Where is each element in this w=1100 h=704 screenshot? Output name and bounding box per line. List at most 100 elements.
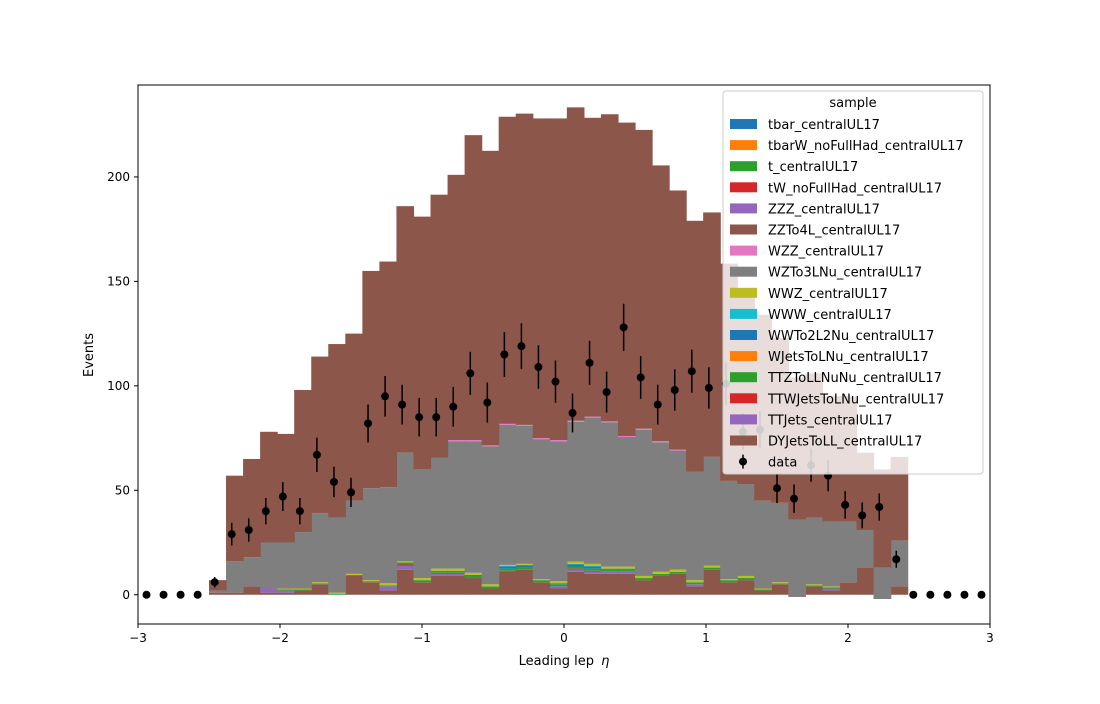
bar-ttjets-centralul17 bbox=[549, 586, 568, 589]
bar-zzto4l-centralul17 bbox=[532, 582, 551, 595]
bar-www-centralul17 bbox=[515, 564, 534, 566]
bar-wwz-centralul17 bbox=[600, 566, 619, 569]
bar-wwz-centralul17 bbox=[822, 586, 841, 588]
bar-dyjetstoll-centralul17 bbox=[413, 216, 432, 470]
bar-wzz-centralul17 bbox=[583, 416, 602, 418]
bar-wwz-centralul17 bbox=[447, 568, 466, 571]
legend-swatch bbox=[730, 414, 757, 425]
bar-wzto3lnu-centralul17 bbox=[379, 487, 398, 584]
bar-dyjetstoll-centralul17 bbox=[532, 118, 551, 439]
bar-ttztollnunu-centralul17 bbox=[549, 584, 568, 587]
bar-ttztollnunu-centralul17 bbox=[396, 562, 415, 565]
legend-entry-label: tW_noFullHad_centralUL17 bbox=[768, 181, 942, 196]
legend-entry-label: WWZ_centralUL17 bbox=[768, 287, 888, 302]
bar-ttztollnunu-centralul17 bbox=[737, 578, 755, 581]
y-tick-label: 150 bbox=[107, 274, 130, 288]
bar-wwz-centralul17 bbox=[686, 580, 704, 583]
legend-entry-label: tbar_centralUL17 bbox=[768, 118, 880, 133]
bar-dyjetstoll-centralul17 bbox=[890, 456, 909, 541]
data-point bbox=[773, 484, 781, 493]
data-point bbox=[210, 578, 219, 587]
bar-wwz-centralul17 bbox=[345, 573, 363, 575]
legend-swatch bbox=[730, 266, 757, 277]
bar-ttztollnunu-centralul17 bbox=[311, 583, 329, 585]
bar-ttwjetstolnu-centralul17 bbox=[430, 572, 449, 574]
legend-entry-label: TTZToLLNuNu_centralUL17 bbox=[767, 371, 942, 386]
bar-wzz-centralul17 bbox=[447, 440, 466, 442]
data-points bbox=[142, 303, 986, 599]
data-point bbox=[960, 590, 969, 599]
bar-wwz-centralul17 bbox=[805, 584, 824, 586]
legend-swatch bbox=[730, 203, 757, 214]
bar-ttjets-centralul17 bbox=[617, 571, 636, 574]
data-point bbox=[551, 377, 560, 386]
bar-wwz-centralul17 bbox=[294, 588, 312, 590]
bar-wwto2l2nu-centralul17 bbox=[549, 583, 568, 585]
bar-wwz-centralul17 bbox=[703, 565, 721, 568]
bar-zzto4l-centralul17 bbox=[226, 592, 244, 595]
bar-ttjets-centralul17 bbox=[260, 588, 278, 593]
bar-zzto4l-centralul17 bbox=[294, 590, 312, 595]
bar-wzz-centralul17 bbox=[515, 424, 534, 426]
bar-wzto3lnu-centralul17 bbox=[532, 439, 551, 580]
bar-wzto3lnu-centralul17 bbox=[566, 421, 585, 562]
bar-wzto3lnu-centralul17 bbox=[617, 437, 636, 567]
bar-ttwjetstolnu-centralul17 bbox=[447, 572, 466, 574]
data-point bbox=[500, 350, 509, 359]
bar-wzto3lnu-centralul17 bbox=[481, 446, 500, 585]
bar-wzto3lnu-centralul17 bbox=[243, 557, 261, 587]
data-point bbox=[653, 400, 662, 409]
bar-wzto3lnu-centralul17 bbox=[396, 452, 415, 562]
bar-wwz-centralul17 bbox=[498, 564, 517, 566]
bar-wwz-centralul17 bbox=[566, 561, 585, 564]
data-point bbox=[517, 342, 526, 351]
data-point bbox=[142, 590, 151, 599]
bar-wzto3lnu-centralul17 bbox=[669, 450, 687, 570]
bar-dyjetstoll-centralul17 bbox=[260, 431, 278, 543]
legend-point-marker bbox=[739, 457, 747, 466]
bar-dyjetstoll-centralul17 bbox=[498, 116, 517, 424]
bar-ttjets-centralul17 bbox=[600, 571, 619, 574]
bar-wwz-centralul17 bbox=[617, 566, 636, 569]
bar-zzto4l-centralul17 bbox=[771, 584, 789, 595]
bar-ttztollnunu-centralul17 bbox=[771, 583, 789, 585]
bar-zzto4l-centralul17 bbox=[209, 592, 227, 595]
bar-wwz-centralul17 bbox=[379, 583, 398, 586]
bar-www-centralul17 bbox=[498, 565, 517, 567]
bar-dyjetstoll-centralul17 bbox=[311, 356, 329, 514]
bar-ttztollnunu-centralul17 bbox=[600, 569, 619, 572]
bar-zzto4l-centralul17 bbox=[498, 571, 517, 595]
bar-dyjetstoll-centralul17 bbox=[617, 122, 636, 436]
bar-wwz-centralul17 bbox=[737, 575, 755, 579]
x-tick-label: −3 bbox=[129, 631, 147, 645]
bar-dyjetstoll-centralul17 bbox=[481, 150, 500, 446]
bar-zzto4l-centralul17 bbox=[856, 567, 875, 595]
bar-dyjetstoll-centralul17 bbox=[379, 261, 398, 488]
legend-swatch bbox=[730, 308, 757, 319]
bar-wzto3lnu-centralul17 bbox=[652, 442, 670, 572]
bar-ttjets-centralul17 bbox=[277, 590, 295, 593]
x-tick-label: 1 bbox=[702, 631, 710, 645]
bar-zzto4l-centralul17 bbox=[669, 573, 687, 595]
data-point bbox=[244, 525, 253, 534]
bar-ttjets-centralul17 bbox=[447, 573, 466, 576]
data-point bbox=[159, 590, 168, 599]
bar-wwz-centralul17 bbox=[464, 572, 483, 575]
bar-wzto3lnu-centralul17 bbox=[328, 517, 346, 593]
bar-zzto4l-centralul17 bbox=[447, 575, 466, 595]
data-point bbox=[858, 511, 867, 520]
bar-ttjets-centralul17 bbox=[566, 569, 585, 572]
bar-ttztollnunu-centralul17 bbox=[583, 568, 602, 571]
x-axis-label-symbol: η bbox=[601, 654, 609, 669]
bar-wwz-centralul17 bbox=[328, 592, 346, 594]
bar-dyjetstoll-centralul17 bbox=[703, 212, 721, 457]
data-point bbox=[449, 402, 458, 411]
bar-wwto2l2nu-centralul17 bbox=[498, 566, 517, 569]
bar-ttztollnunu-centralul17 bbox=[498, 568, 517, 571]
bar-wzto3lnu-centralul17 bbox=[413, 469, 432, 579]
bar-ttztollnunu-centralul17 bbox=[617, 569, 636, 572]
bar-wwz-centralul17 bbox=[771, 582, 789, 584]
bar-wwto2l2nu-centralul17 bbox=[583, 566, 602, 569]
bar-zzto4l-centralul17 bbox=[260, 592, 278, 595]
bar-dyjetstoll-centralul17 bbox=[447, 174, 466, 441]
